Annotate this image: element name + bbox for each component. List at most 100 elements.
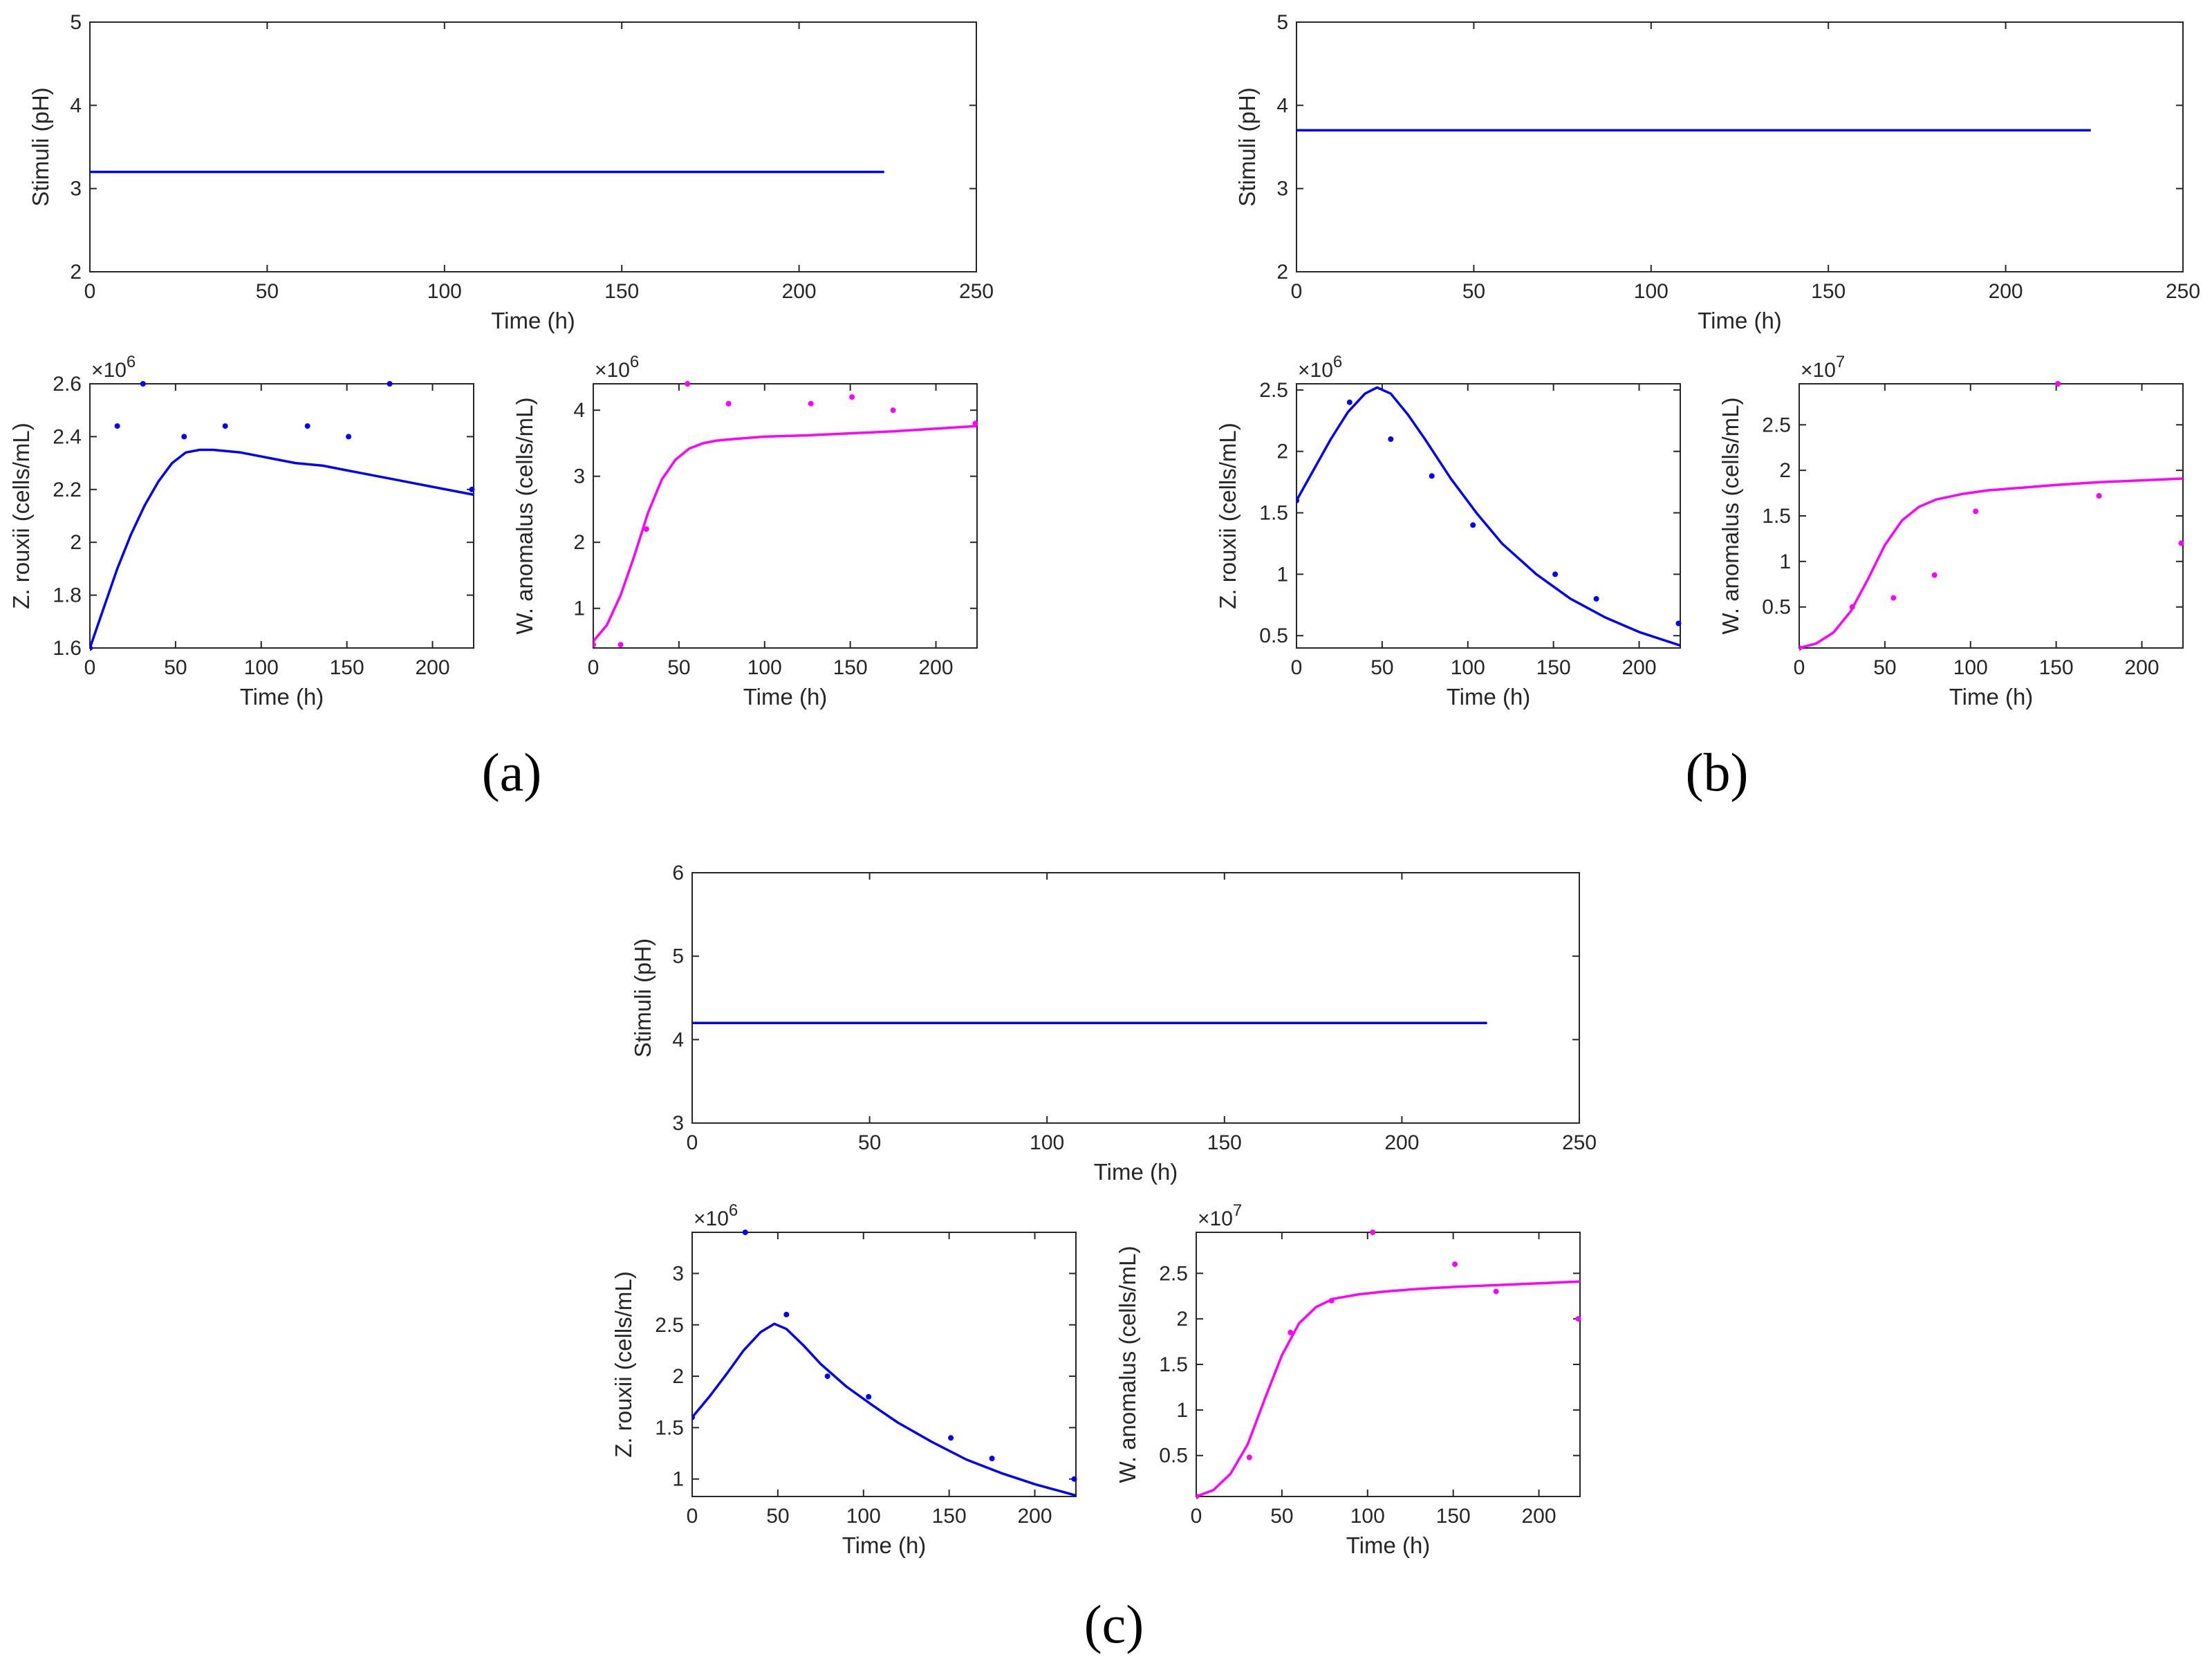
x-tick-label: 100 xyxy=(427,280,462,303)
x-tick-label: 100 xyxy=(1953,656,1988,679)
data-point xyxy=(1452,1261,1458,1268)
y-tick-label: 2.6 xyxy=(53,373,82,396)
axes-box xyxy=(691,872,1580,1124)
data-point xyxy=(1552,571,1559,577)
data-point xyxy=(140,381,146,387)
data-point xyxy=(692,1414,695,1420)
y-axis-label: Z. rouxii (cells/mL) xyxy=(8,423,34,609)
y-axis-label: Stimuli (pH) xyxy=(630,938,656,1057)
y-tick-label: 0.5 xyxy=(1159,1445,1188,1467)
x-tick-label: 50 xyxy=(858,1131,881,1154)
x-tick-label: 100 xyxy=(747,656,782,679)
x-tick-label: 150 xyxy=(2039,656,2074,679)
y-tick-label: 2.4 xyxy=(53,425,82,448)
axes-box xyxy=(89,383,474,649)
y-tick-label: 1 xyxy=(1276,563,1288,586)
chart-c-zr: 0 50 100 150 200 1 1.5 2 2.5 3 ×106 Time (h) Z. roux… xyxy=(611,1201,1077,1558)
x-tick-label: 100 xyxy=(1634,280,1669,303)
data-point xyxy=(989,1456,995,1461)
x-tick-label: 100 xyxy=(1350,1505,1385,1528)
series-line-c-zr xyxy=(692,1322,1077,1497)
y-tick-label: 2 xyxy=(1176,1308,1188,1331)
x-tick-label: 200 xyxy=(1018,1505,1052,1528)
axes-box xyxy=(593,383,978,649)
y-tick-label: 2.5 xyxy=(1159,1262,1188,1285)
data-point xyxy=(1429,473,1435,479)
x-tick-label: 0 xyxy=(84,656,96,679)
data-point xyxy=(866,1393,872,1400)
x-tick-label: 150 xyxy=(330,656,364,679)
x-tick-label: 50 xyxy=(766,1505,789,1528)
y-tick-label: 3 xyxy=(672,1262,684,1285)
x-axis-label: Time (h) xyxy=(1447,684,1531,710)
y-axis-label: Z. rouxii (cells/mL) xyxy=(1215,423,1240,609)
y-tick-label: 3 xyxy=(70,178,82,201)
x-tick-label: 100 xyxy=(244,656,279,679)
y-tick-label: 1.5 xyxy=(1159,1353,1188,1376)
y-tick-label: 1 xyxy=(1779,550,1791,573)
x-tick-label: 0 xyxy=(687,1131,698,1154)
y-axis-label: Z. rouxii (cells/mL) xyxy=(611,1271,636,1458)
chart-c-wa: 0 50 100 150 200 0.5 1 1.5 2 2.5 ×107 Time (h) W. an… xyxy=(1115,1201,1581,1558)
panel-label-a: (a) xyxy=(482,742,542,802)
y-tick-label: 3 xyxy=(1276,178,1288,201)
data-point xyxy=(304,423,310,429)
y-tick-label: 5 xyxy=(1276,11,1288,34)
y-multiplier: ×107 xyxy=(1198,1201,1242,1230)
y-tick-label: 2.5 xyxy=(655,1314,684,1337)
data-point xyxy=(1493,1288,1499,1295)
data-point xyxy=(1849,604,1855,610)
y-tick-label: 1 xyxy=(1176,1399,1188,1422)
y-tick-label: 2 xyxy=(573,531,585,554)
y-tick-label: 2 xyxy=(70,531,82,554)
y-tick-label: 3 xyxy=(672,1112,684,1135)
x-tick-label: 50 xyxy=(164,656,187,679)
x-axis-label: Time (h) xyxy=(743,684,828,710)
x-tick-label: 150 xyxy=(1436,1505,1471,1528)
data-point xyxy=(1346,399,1353,405)
x-tick-label: 50 xyxy=(1873,656,1896,679)
axes-box xyxy=(1296,383,1681,649)
data-point xyxy=(890,407,896,414)
y-tick-label: 1 xyxy=(573,597,585,620)
data-point xyxy=(643,526,649,532)
x-axis-label: Time (h) xyxy=(1698,308,1782,333)
x-tick-label: 250 xyxy=(2166,280,2200,303)
y-tick-label: 2.2 xyxy=(53,479,82,501)
data-point xyxy=(1328,1297,1335,1304)
series-line-b-zr xyxy=(1296,386,1681,647)
y-tick-label: 2 xyxy=(1276,261,1288,284)
x-tick-label: 0 xyxy=(1191,1505,1202,1528)
chart-c-stim: 0 50 100 150 200 250 3 4 5 6 Time (h) Stimuli (pH) xyxy=(630,862,1597,1185)
y-tick-label: 2 xyxy=(1276,441,1288,463)
x-tick-label: 150 xyxy=(1811,280,1846,303)
x-tick-label: 250 xyxy=(1562,1131,1597,1154)
data-point xyxy=(617,642,624,648)
y-tick-label: 2 xyxy=(672,1365,684,1388)
x-tick-label: 250 xyxy=(959,280,994,303)
y-tick-label: 1.8 xyxy=(53,584,82,607)
data-point xyxy=(593,642,596,648)
data-point xyxy=(1890,595,1897,601)
y-tick-label: 4 xyxy=(573,399,585,422)
x-tick-label: 150 xyxy=(604,280,639,303)
y-axis-label: W. anomalus (cells/mL) xyxy=(512,398,537,635)
x-tick-label: 0 xyxy=(1291,656,1303,679)
panel-label-b: (b) xyxy=(1686,742,1749,802)
y-tick-label: 2.5 xyxy=(1762,414,1791,436)
x-tick-label: 50 xyxy=(667,656,690,679)
x-tick-label: 100 xyxy=(846,1505,881,1528)
y-tick-label: 0.5 xyxy=(1762,596,1791,619)
data-point xyxy=(808,400,814,407)
x-tick-label: 0 xyxy=(1291,280,1303,303)
y-tick-label: 0.5 xyxy=(1259,624,1288,647)
chart-a-stim: 0 50 100 150 200 250 2 3 4 5 Time (h) Stimuli (pH) xyxy=(28,11,994,333)
x-tick-label: 50 xyxy=(256,280,279,303)
data-point xyxy=(1196,1494,1199,1499)
x-tick-label: 0 xyxy=(84,280,96,303)
y-tick-label: 5 xyxy=(672,945,684,968)
chart-b-wa: 0 50 100 150 200 0.5 1 1.5 2 2.5 ×107 Time (h) W. an… xyxy=(1718,353,2184,710)
x-tick-label: 200 xyxy=(1989,280,2023,303)
